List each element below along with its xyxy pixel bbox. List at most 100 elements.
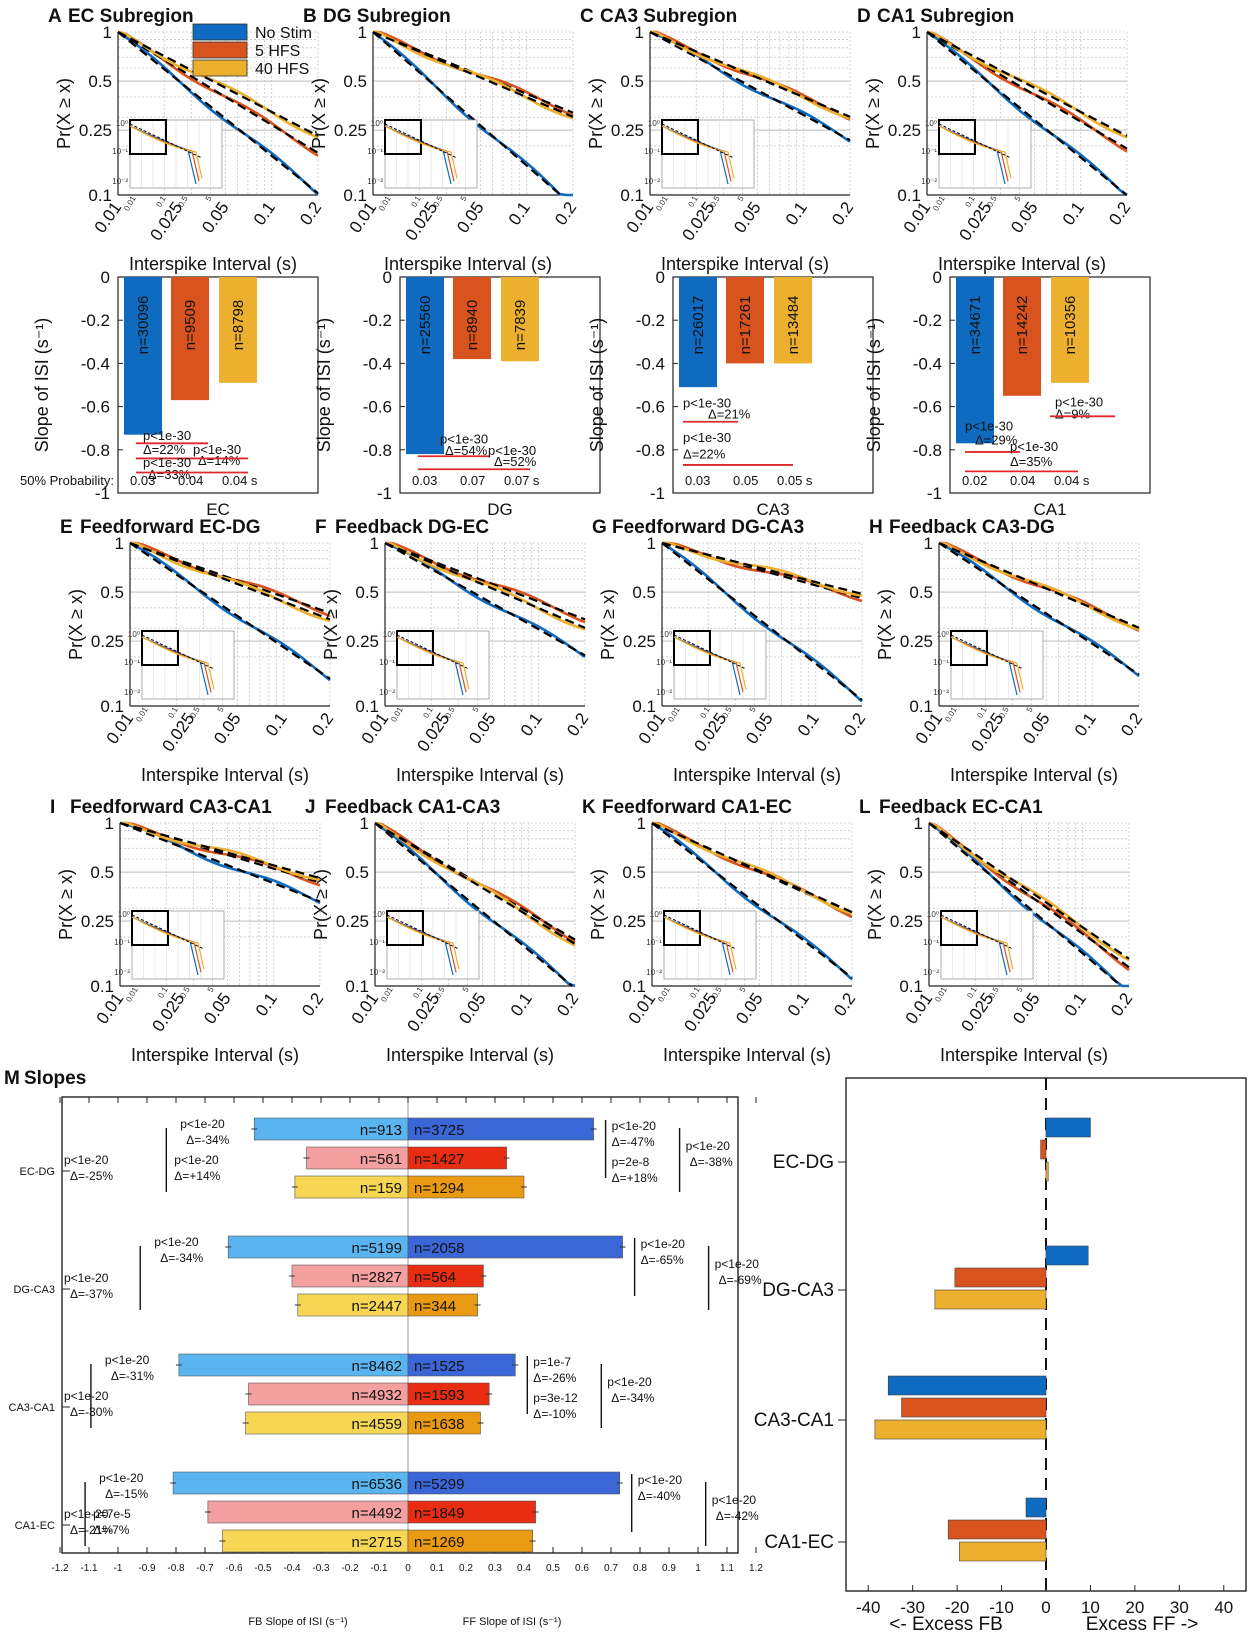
inset-series-line	[384, 125, 458, 179]
bar-n-label: n=9509	[182, 300, 199, 350]
bar-n-label: n=14242	[1014, 296, 1031, 355]
y-tick-label: 0.1	[345, 977, 369, 996]
x-tick-label: -40	[856, 1598, 881, 1617]
fb-n-label: n=6536	[352, 1476, 402, 1493]
bar-n-label: n=10356	[1062, 296, 1079, 355]
ff-n-label: n=564	[414, 1269, 456, 1286]
fit-line	[661, 541, 863, 595]
excess-bar-no-stim	[1045, 1245, 1089, 1266]
fit-line	[117, 31, 319, 195]
y-axis-label: Pr(X ≥ x)	[321, 589, 341, 660]
stat-label: p<1e-30	[1055, 395, 1103, 410]
y-tick-label: 0.1	[899, 977, 923, 996]
y-tick-label: 1	[360, 814, 369, 833]
inset-y-tick: 10⁰	[937, 630, 949, 639]
fit-line	[374, 822, 573, 987]
y-tick-label: 0	[656, 268, 665, 287]
inset-zoom-box	[131, 910, 169, 946]
inset-fit-line	[950, 634, 1024, 670]
panel-letter: C	[580, 6, 594, 27]
bar-n-label: n=17261	[737, 296, 754, 355]
y-tick-label: 0.25	[613, 912, 646, 931]
y-tick-label: 0.25	[334, 121, 367, 140]
y-tick-label: -0.8	[636, 441, 665, 460]
bar-frame	[117, 276, 319, 494]
ff-n-label: n=5299	[414, 1476, 464, 1493]
y-axis-label: Slope of ISI (s⁻¹)	[314, 318, 334, 453]
inset-zoom-box	[386, 910, 424, 946]
inset-x-tick: 5	[736, 194, 746, 203]
inset-zoom-box	[129, 119, 167, 155]
inset-y-tick: 10⁻²	[369, 968, 385, 977]
fb-n-label: n=561	[360, 1151, 402, 1168]
y-tick-label: 0.25	[346, 632, 379, 651]
bar-frame	[949, 276, 1151, 494]
inset-y-tick: 10⁻¹	[644, 147, 660, 156]
y-tick-label: 1	[912, 23, 921, 42]
ff-n-label: n=344	[414, 1298, 456, 1315]
excess-bar-no-stim	[1025, 1497, 1047, 1518]
inset-y-tick: 10⁻¹	[112, 147, 128, 156]
ff-stat-p: p=1e-7	[533, 1355, 571, 1369]
slopes-group-ca3-ca1: CA3-CA1 n=8462 n=1525 n=4932 n=1593 n=4559 n=1…	[9, 1353, 655, 1435]
inset-fit-line	[396, 634, 470, 670]
x-tick-label: 0.1	[430, 1563, 444, 1574]
y-tick-label: 0.25	[890, 912, 923, 931]
stat-label: Δ=35%	[1010, 454, 1053, 469]
inset-series-line	[673, 636, 747, 690]
inset-series-line	[396, 636, 470, 690]
ff-outer-p: p<1e-20	[607, 1375, 652, 1389]
fb-stat-delta: Δ=+14%	[174, 1169, 220, 1183]
ff-n-label: n=1269	[414, 1534, 464, 1551]
slope-bar-panel-D2: 0 -0.2 -0.4 -0.6 -0.8 -1 Slope of ISI (s⁻¹) CA1…	[864, 268, 1151, 519]
stat-label: Δ=29%	[975, 432, 1018, 447]
group-label: CA1-EC	[15, 1520, 55, 1532]
ff-stat-p: p=2e-8	[612, 1155, 650, 1169]
series-line-5-hfs	[649, 30, 851, 121]
y-tick-label: 0.25	[336, 912, 369, 931]
panel-letter: E	[60, 517, 73, 538]
ff-outer-delta: Δ=-69%	[719, 1273, 762, 1287]
ff-n-label: n=1593	[414, 1387, 464, 1404]
y-tick-label: -0.2	[913, 311, 942, 330]
group-label: DG-CA3	[13, 1284, 55, 1296]
legend-label: No Stim	[255, 25, 312, 42]
ff-stat-delta: Δ=+18%	[612, 1171, 658, 1185]
y-tick-label: 0.25	[623, 632, 656, 651]
fit-line	[926, 31, 1128, 196]
inset-y-tick: 10⁰	[371, 119, 383, 128]
category-label: EC-DG	[773, 1152, 834, 1173]
inset-x-tick: 5	[748, 705, 758, 714]
legend-swatch	[192, 23, 248, 41]
inset-y-tick: 10⁰	[128, 630, 140, 639]
fb-n-label: n=4559	[352, 1416, 402, 1433]
inset-fit-line	[129, 123, 203, 159]
series-line-40-hfs	[374, 821, 576, 947]
fit-line	[649, 31, 851, 142]
bar-40-hfs	[1051, 277, 1089, 383]
fb-n-label: n=2827	[352, 1269, 402, 1286]
x-tick-label: -0.7	[196, 1563, 214, 1574]
series-line-40-hfs	[649, 30, 851, 120]
inset-x-tick: 5	[471, 705, 481, 714]
fb-n-label: n=2447	[352, 1298, 402, 1315]
panel-letter: A	[48, 6, 62, 27]
panel-title: EC Subregion	[68, 6, 194, 27]
inset-zoom-box	[950, 630, 988, 666]
y-tick-label: 0.1	[632, 697, 656, 716]
series-line-5-hfs	[385, 541, 586, 624]
bar-n-label: n=26017	[690, 296, 707, 355]
panel-title: Feedback DG-EC	[335, 517, 489, 538]
fit-line	[926, 31, 1128, 150]
inset-y-tick: 10⁰	[383, 630, 395, 639]
inset-y-tick: 10⁻²	[644, 177, 660, 186]
fit-line	[938, 541, 1140, 629]
fb-stat-delta: Δ=-34%	[186, 1133, 229, 1147]
inset-x-tick: 5	[1025, 705, 1035, 714]
y-tick-label: -0.4	[913, 354, 942, 373]
